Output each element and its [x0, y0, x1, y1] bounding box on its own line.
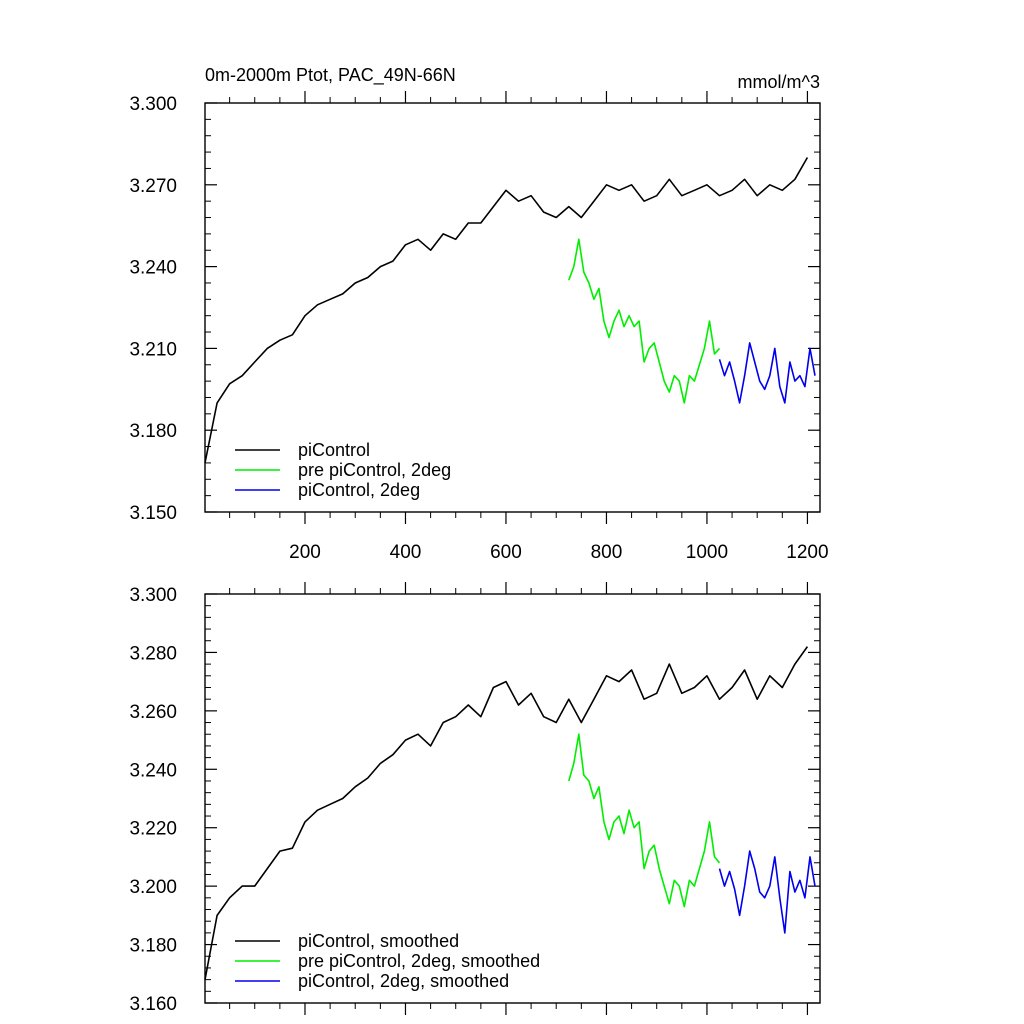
legend-label: pre piControl, 2deg: [298, 460, 451, 480]
series-line: [204, 646, 809, 980]
y-tick-label: 3.210: [129, 339, 177, 360]
x-tick-label: 400: [390, 542, 422, 563]
chart-title: 0m-2000m Ptot, PAC_49N-66N: [205, 65, 456, 86]
plot-frame: [204, 102, 821, 513]
y-tick-label: 3.240: [129, 258, 177, 279]
y-tick-label: 3.160: [129, 994, 177, 1015]
x-tick-label: 1000: [686, 542, 728, 563]
y-tick-label: 3.270: [129, 176, 177, 197]
chart-units: mmol/m^3: [738, 72, 820, 92]
x-tick-label: 200: [289, 542, 321, 563]
top-panel: 3.150 3.180 3.210 3.240 3.270 3.300 200 400 600 8…: [129, 91, 829, 563]
y-tick-label: 3.240: [129, 760, 177, 781]
x-tick-label: 600: [490, 542, 522, 563]
series-line: [204, 157, 809, 464]
legend-label: pre piControl, 2deg, smoothed: [298, 951, 540, 971]
series-line: [568, 733, 721, 908]
bottom-panel: 3.160 3.180 3.200 3.220 3.240 3.260 3.280 3.300…: [129, 582, 821, 1015]
x-tick-label: 1200: [786, 542, 828, 563]
x-tick-label: 800: [591, 542, 623, 563]
y-tick-label: 3.180: [129, 936, 177, 957]
y-tick-label: 3.220: [129, 819, 177, 840]
series-line: [718, 850, 816, 934]
y-tick-label: 3.200: [129, 877, 177, 898]
plot-frame: [204, 593, 821, 1004]
legend-label: piControl, smoothed: [298, 931, 459, 951]
y-tick-label: 3.300: [129, 585, 177, 606]
legend-label: piControl, 2deg, smoothed: [298, 971, 509, 991]
y-tick-label: 3.280: [129, 643, 177, 664]
series-line: [568, 238, 721, 404]
y-tick-label: 3.260: [129, 702, 177, 723]
y-tick-label: 3.300: [129, 94, 177, 115]
y-tick-label: 3.180: [129, 421, 177, 442]
legend-label: piControl, 2deg: [298, 480, 420, 500]
y-tick-label: 3.150: [129, 503, 177, 524]
series-line: [718, 342, 816, 404]
legend-label: piControl: [298, 440, 370, 460]
